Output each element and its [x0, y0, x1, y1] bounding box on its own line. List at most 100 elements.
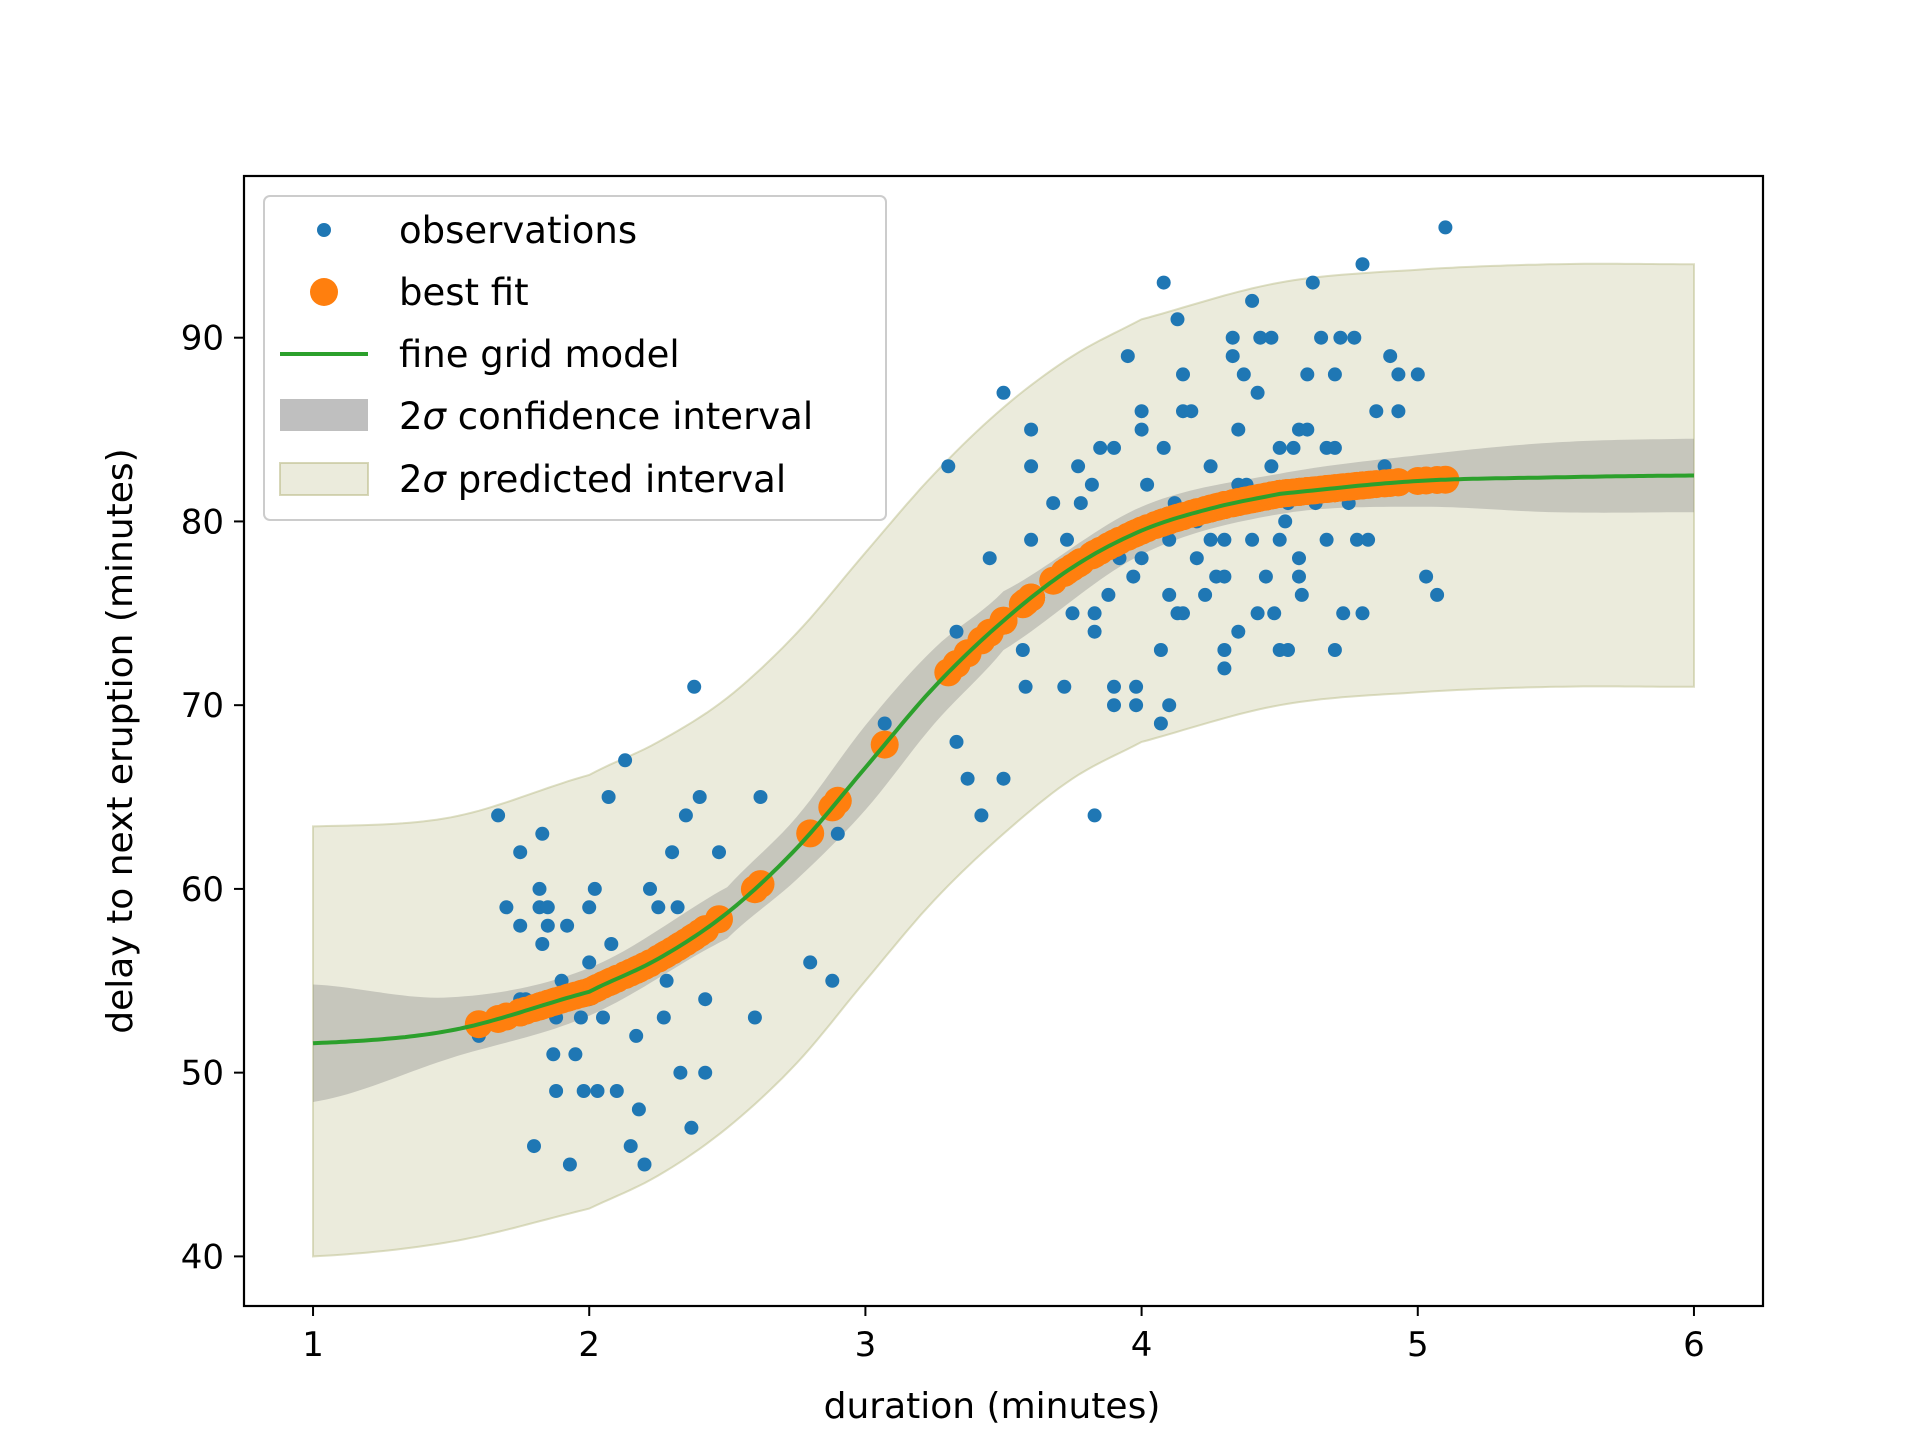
- observation-point: [609, 1084, 624, 1098]
- observation-point: [1162, 587, 1177, 602]
- observation-point: [684, 1120, 699, 1135]
- y-tick-label: 80: [181, 502, 224, 542]
- observation-point: [1327, 643, 1342, 657]
- legend-predicted-sigma: σ: [423, 458, 448, 501]
- observation-point: [665, 845, 680, 860]
- observation-point: [1087, 808, 1102, 823]
- observation-point: [1084, 477, 1099, 492]
- observation-point: [1327, 367, 1342, 382]
- observation-point: [1198, 587, 1213, 602]
- observation-point: [803, 955, 818, 970]
- observation-point: [1189, 551, 1204, 566]
- legend-confidence-label: 2σ confidence interval: [399, 395, 813, 438]
- observation-point: [513, 845, 528, 860]
- observations-series: [471, 220, 1453, 1172]
- observation-point: [687, 679, 702, 694]
- observation-point: [1292, 569, 1306, 584]
- observation-point: [1087, 606, 1102, 621]
- y-tick-label: 40: [181, 1237, 224, 1277]
- observation-point: [1046, 496, 1061, 511]
- observation-point: [1071, 459, 1086, 474]
- observation-point: [573, 1010, 588, 1025]
- legend-confidence-suffix: confidence interval: [446, 395, 813, 438]
- observation-point: [637, 1157, 652, 1172]
- y-tick-label: 90: [181, 319, 224, 359]
- observation-point: [1278, 514, 1293, 529]
- legend-predicted-prefix: 2: [399, 458, 423, 501]
- y-tick-label: 70: [181, 686, 224, 726]
- observation-point: [1225, 349, 1240, 364]
- legend-confidence-sigma: σ: [423, 395, 448, 438]
- observation-point: [1231, 422, 1246, 437]
- observation-point: [582, 955, 597, 970]
- observation-point: [941, 459, 956, 474]
- observation-point: [1120, 349, 1135, 364]
- x-tick-label: 1: [302, 1325, 324, 1365]
- observation-point: [1107, 698, 1121, 713]
- legend-box: [263, 195, 887, 521]
- observation-point: [1057, 679, 1072, 694]
- observation-point: [996, 771, 1011, 786]
- observation-point: [1264, 330, 1279, 345]
- observation-point: [1176, 367, 1190, 382]
- observation-point: [596, 1010, 610, 1025]
- observation-point: [618, 753, 633, 768]
- observation-point: [1134, 404, 1149, 419]
- observation-point: [1438, 220, 1453, 235]
- observation-point: [1162, 698, 1177, 713]
- observation-point: [576, 1084, 591, 1098]
- observation-point: [546, 1047, 561, 1062]
- observation-point: [1170, 312, 1185, 327]
- observation-point: [601, 790, 616, 804]
- legend-observations-label: observations: [399, 209, 637, 252]
- legend-best-fit-label: best fit: [399, 271, 529, 314]
- observation-point: [1292, 551, 1306, 566]
- y-axis: 40 50 60 70 80 90: [181, 319, 244, 1277]
- observation-point: [587, 881, 602, 896]
- observation-point: [1107, 679, 1121, 694]
- legend-fine-grid-model-label: fine grid model: [399, 333, 680, 376]
- observation-point: [1361, 532, 1376, 547]
- observation-point: [1018, 679, 1033, 694]
- observation-point: [1087, 624, 1102, 639]
- observation-point: [1217, 569, 1232, 584]
- observation-point: [590, 1084, 605, 1098]
- observation-point: [1272, 532, 1287, 547]
- observation-point: [1231, 624, 1246, 639]
- observation-point: [974, 808, 989, 823]
- observation-point: [1217, 643, 1232, 657]
- observation-point: [1217, 661, 1232, 676]
- observation-point: [1355, 257, 1370, 272]
- observation-point: [747, 1010, 762, 1025]
- observation-point: [1286, 440, 1301, 455]
- observation-point: [1300, 367, 1315, 382]
- observation-point: [1126, 569, 1141, 584]
- observation-point: [1336, 606, 1351, 621]
- observation-point: [1264, 459, 1279, 474]
- x-tick-label: 5: [1407, 1325, 1429, 1365]
- x-tick-label: 4: [1131, 1325, 1153, 1365]
- observation-point: [1225, 330, 1240, 345]
- x-tick-label: 3: [855, 1325, 877, 1365]
- observation-point: [1272, 440, 1287, 455]
- observation-point: [753, 790, 768, 804]
- observation-point: [1093, 440, 1108, 455]
- observation-point: [1258, 569, 1273, 584]
- observation-point: [513, 918, 528, 933]
- observation-point: [692, 790, 707, 804]
- plot-frame: [242, 174, 1765, 1308]
- observation-point: [604, 937, 619, 951]
- observation-point: [1060, 532, 1074, 547]
- observation-point: [540, 900, 555, 915]
- observation-point: [1347, 330, 1362, 345]
- observation-point: [698, 1065, 713, 1080]
- observation-point: [1281, 643, 1295, 657]
- observation-point: [1129, 698, 1144, 713]
- observation-point: [582, 900, 597, 915]
- observation-point: [877, 716, 892, 731]
- observation-point: [949, 734, 964, 749]
- y-tick-label: 50: [181, 1054, 224, 1094]
- observation-point: [623, 1139, 638, 1154]
- observation-point: [1065, 606, 1080, 621]
- observation-point: [1305, 275, 1320, 290]
